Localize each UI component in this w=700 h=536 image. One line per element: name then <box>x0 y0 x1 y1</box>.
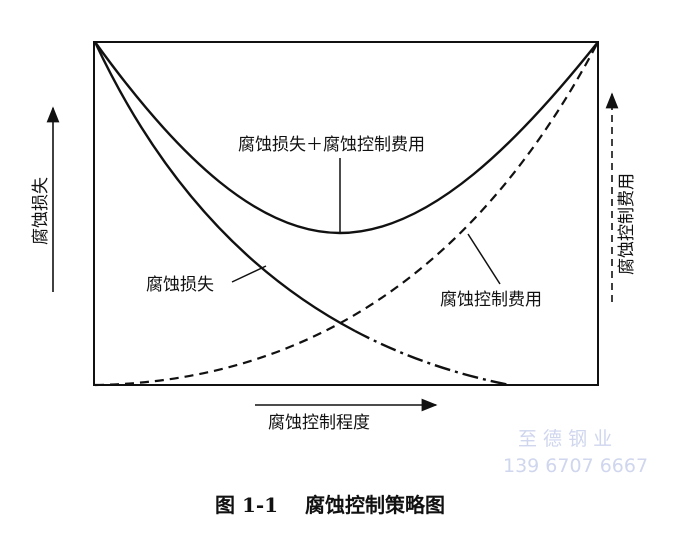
loss-leader-line <box>231 265 267 283</box>
caption-number: 图 1-1 <box>215 493 278 517</box>
corrosion-loss-curve-solid <box>93 41 356 333</box>
loss-curve-label: 腐蚀损失 <box>146 275 214 295</box>
watermark-company: 至 德 钢 业 <box>518 428 612 450</box>
x-axis-label: 腐蚀控制程度 <box>268 413 370 433</box>
caption-title: 腐蚀控制策略图 <box>305 493 445 517</box>
total-curve-label: 腐蚀损失＋腐蚀控制费用 <box>238 135 425 155</box>
y-left-axis-label: 腐蚀损失 <box>31 177 51 245</box>
control-cost-curve-label: 腐蚀控制费用 <box>440 290 542 310</box>
y-right-axis-label: 腐蚀控制费用 <box>617 173 637 275</box>
control-cost-curve <box>94 41 599 387</box>
cost-leader-line <box>467 233 501 285</box>
plot-frame <box>93 41 599 386</box>
corrosion-loss-curve-dashed <box>354 329 511 387</box>
watermark-phone: 139 6707 6667 <box>503 455 648 477</box>
